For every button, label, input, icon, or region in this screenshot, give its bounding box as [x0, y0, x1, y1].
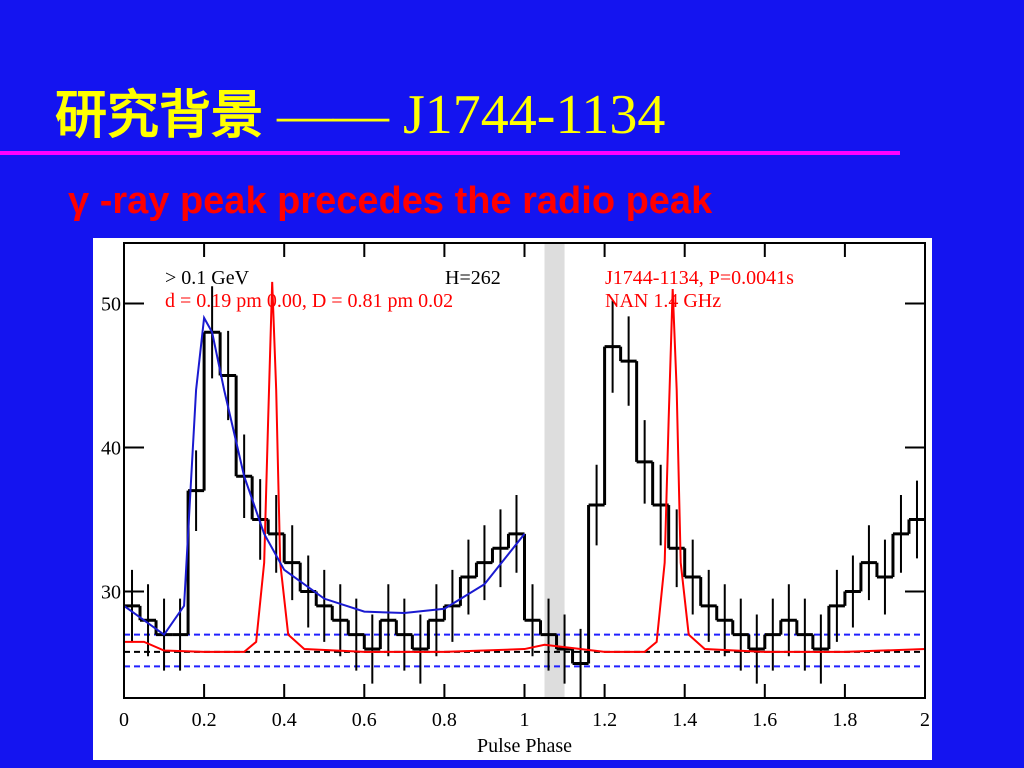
- plot: 0 0.2 0.4 0.6 0.8 1 1.2 1.4 1.6 1.8 2 30 40 50 Pulse P…: [101, 242, 930, 757]
- x-tick-label: 2: [920, 709, 930, 731]
- annotation: > 0.1 GeV: [165, 267, 250, 289]
- annotation: NAN 1.4 GHz: [605, 290, 721, 312]
- x-tick-label: 1.8: [832, 709, 857, 731]
- y-tick-label: 50: [101, 293, 121, 315]
- annotation: d = 0.19 pm 0.00, D = 0.81 pm 0.02: [165, 290, 453, 312]
- slide-title: 研究背景 —— J1744-1134: [55, 84, 665, 146]
- x-tick-label: 1.6: [752, 709, 777, 731]
- title-rest: —— J1744-1134: [276, 84, 665, 146]
- subtitle: γ -ray peak precedes the radio peak: [68, 180, 713, 222]
- y-tick-label: 30: [101, 581, 121, 603]
- annotation: H=262: [445, 267, 501, 289]
- x-tick-label: 0.2: [192, 709, 217, 731]
- x-tick-label: 0.6: [352, 709, 377, 731]
- x-tick-label: 1.4: [672, 709, 697, 731]
- profile-line: [123, 314, 526, 637]
- x-tick-label: 0: [119, 709, 129, 731]
- x-tick-label: 1: [520, 709, 530, 731]
- title-cjk: 研究背景: [55, 86, 263, 146]
- profile-line: [124, 281, 926, 653]
- plot-background: [93, 238, 932, 760]
- annotation: J1744-1134, P=0.0041s: [605, 267, 794, 289]
- y-tick-label: 40: [101, 437, 121, 459]
- phase-band: [544, 243, 565, 698]
- title-rule: [0, 151, 900, 155]
- x-tick-label: 1.2: [592, 709, 617, 731]
- x-axis-label: Pulse Phase: [477, 735, 572, 757]
- x-tick-label: 0.8: [432, 709, 457, 731]
- x-tick-label: 0.4: [272, 709, 297, 731]
